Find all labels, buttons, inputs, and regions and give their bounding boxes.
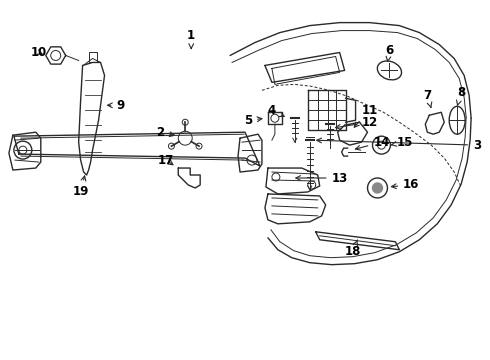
Text: 4: 4 bbox=[268, 104, 284, 117]
Text: 15: 15 bbox=[391, 136, 413, 149]
Text: 16: 16 bbox=[392, 179, 419, 192]
Text: 12: 12 bbox=[336, 116, 378, 129]
Text: 14: 14 bbox=[355, 136, 390, 150]
Text: 17: 17 bbox=[158, 154, 174, 167]
Text: 3: 3 bbox=[317, 138, 481, 152]
Text: 11: 11 bbox=[354, 104, 378, 127]
Text: 19: 19 bbox=[73, 176, 89, 198]
Text: 1: 1 bbox=[187, 29, 196, 49]
Text: 8: 8 bbox=[457, 86, 465, 105]
Circle shape bbox=[372, 183, 383, 193]
Text: 5: 5 bbox=[244, 114, 262, 127]
Text: 7: 7 bbox=[423, 89, 432, 108]
Text: 18: 18 bbox=[344, 240, 361, 258]
Text: 2: 2 bbox=[156, 126, 174, 139]
Text: 13: 13 bbox=[296, 171, 348, 185]
Text: 6: 6 bbox=[385, 44, 393, 61]
Text: 9: 9 bbox=[108, 99, 124, 112]
Text: 10: 10 bbox=[31, 46, 47, 59]
